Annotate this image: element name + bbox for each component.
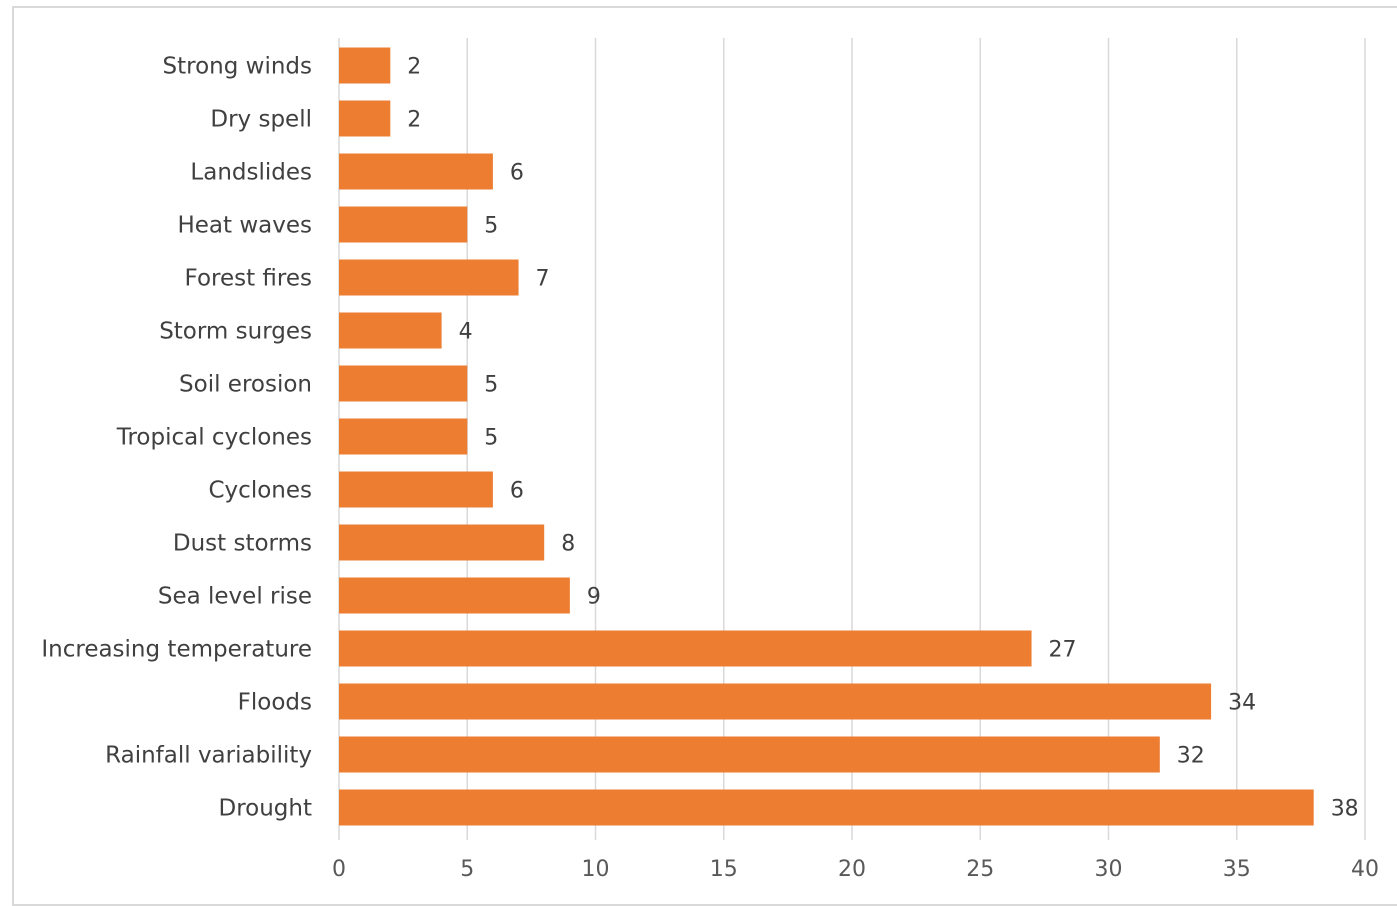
- bar: [339, 153, 493, 190]
- category-label: Tropical cyclones: [116, 425, 312, 451]
- bar: [339, 736, 1160, 773]
- bar: [339, 365, 468, 402]
- category-label: Forest fires: [185, 266, 312, 292]
- bar: [339, 47, 391, 84]
- x-axis-tick-labels: 0 5 10 15 20 25 30 35 40: [332, 857, 1379, 882]
- bar: [339, 418, 468, 455]
- x-tick-label: 5: [460, 857, 474, 882]
- bar: [339, 259, 519, 296]
- data-label: 5: [484, 373, 498, 398]
- data-labels: 2 2 6 5 7 4 5 5 6 8 9 27 34 32 38: [407, 55, 1358, 822]
- data-label: 2: [407, 55, 421, 80]
- category-label: Dry spell: [210, 107, 312, 133]
- data-label: 27: [1049, 638, 1077, 663]
- x-tick-label: 25: [966, 857, 994, 882]
- data-label: 9: [587, 585, 601, 610]
- bar: [339, 630, 1032, 667]
- data-label: 34: [1228, 691, 1256, 716]
- bar: [339, 577, 570, 614]
- category-label: Sea level rise: [158, 584, 312, 610]
- category-label: Heat waves: [177, 213, 312, 239]
- category-label: Storm surges: [159, 319, 312, 345]
- data-label: 6: [510, 479, 524, 504]
- x-tick-label: 15: [710, 857, 738, 882]
- data-label: 38: [1331, 797, 1359, 822]
- x-tick-label: 10: [582, 857, 610, 882]
- x-tick-label: 30: [1095, 857, 1123, 882]
- x-tick-label: 40: [1351, 857, 1379, 882]
- data-label: 8: [561, 532, 575, 557]
- x-tick-label: 35: [1223, 857, 1251, 882]
- data-label: 2: [407, 108, 421, 133]
- bar: [339, 206, 468, 243]
- category-label: Soil erosion: [179, 372, 312, 398]
- category-label: Dust storms: [173, 531, 312, 557]
- data-label: 32: [1177, 744, 1205, 769]
- bars: [339, 47, 1314, 826]
- category-label: Rainfall variability: [105, 743, 312, 769]
- bar: [339, 683, 1212, 720]
- category-labels: Strong winds Dry spell Landslides Heat wave…: [41, 54, 312, 822]
- category-label: Floods: [238, 690, 312, 716]
- bar: [339, 524, 545, 561]
- x-tick-label: 20: [838, 857, 866, 882]
- category-label: Cyclones: [209, 478, 313, 504]
- x-tick-label: 0: [332, 857, 346, 882]
- bar: [339, 471, 493, 508]
- category-label: Drought: [218, 796, 312, 822]
- data-label: 5: [484, 426, 498, 451]
- category-label: Strong winds: [163, 54, 313, 80]
- data-label: 6: [510, 161, 524, 186]
- data-label: 4: [459, 320, 473, 345]
- data-label: 7: [536, 267, 550, 292]
- bar: [339, 100, 391, 137]
- category-label: Increasing temperature: [41, 637, 312, 663]
- data-label: 5: [484, 214, 498, 239]
- bar: [339, 312, 442, 349]
- bar: [339, 789, 1314, 826]
- category-label: Landslides: [190, 160, 312, 186]
